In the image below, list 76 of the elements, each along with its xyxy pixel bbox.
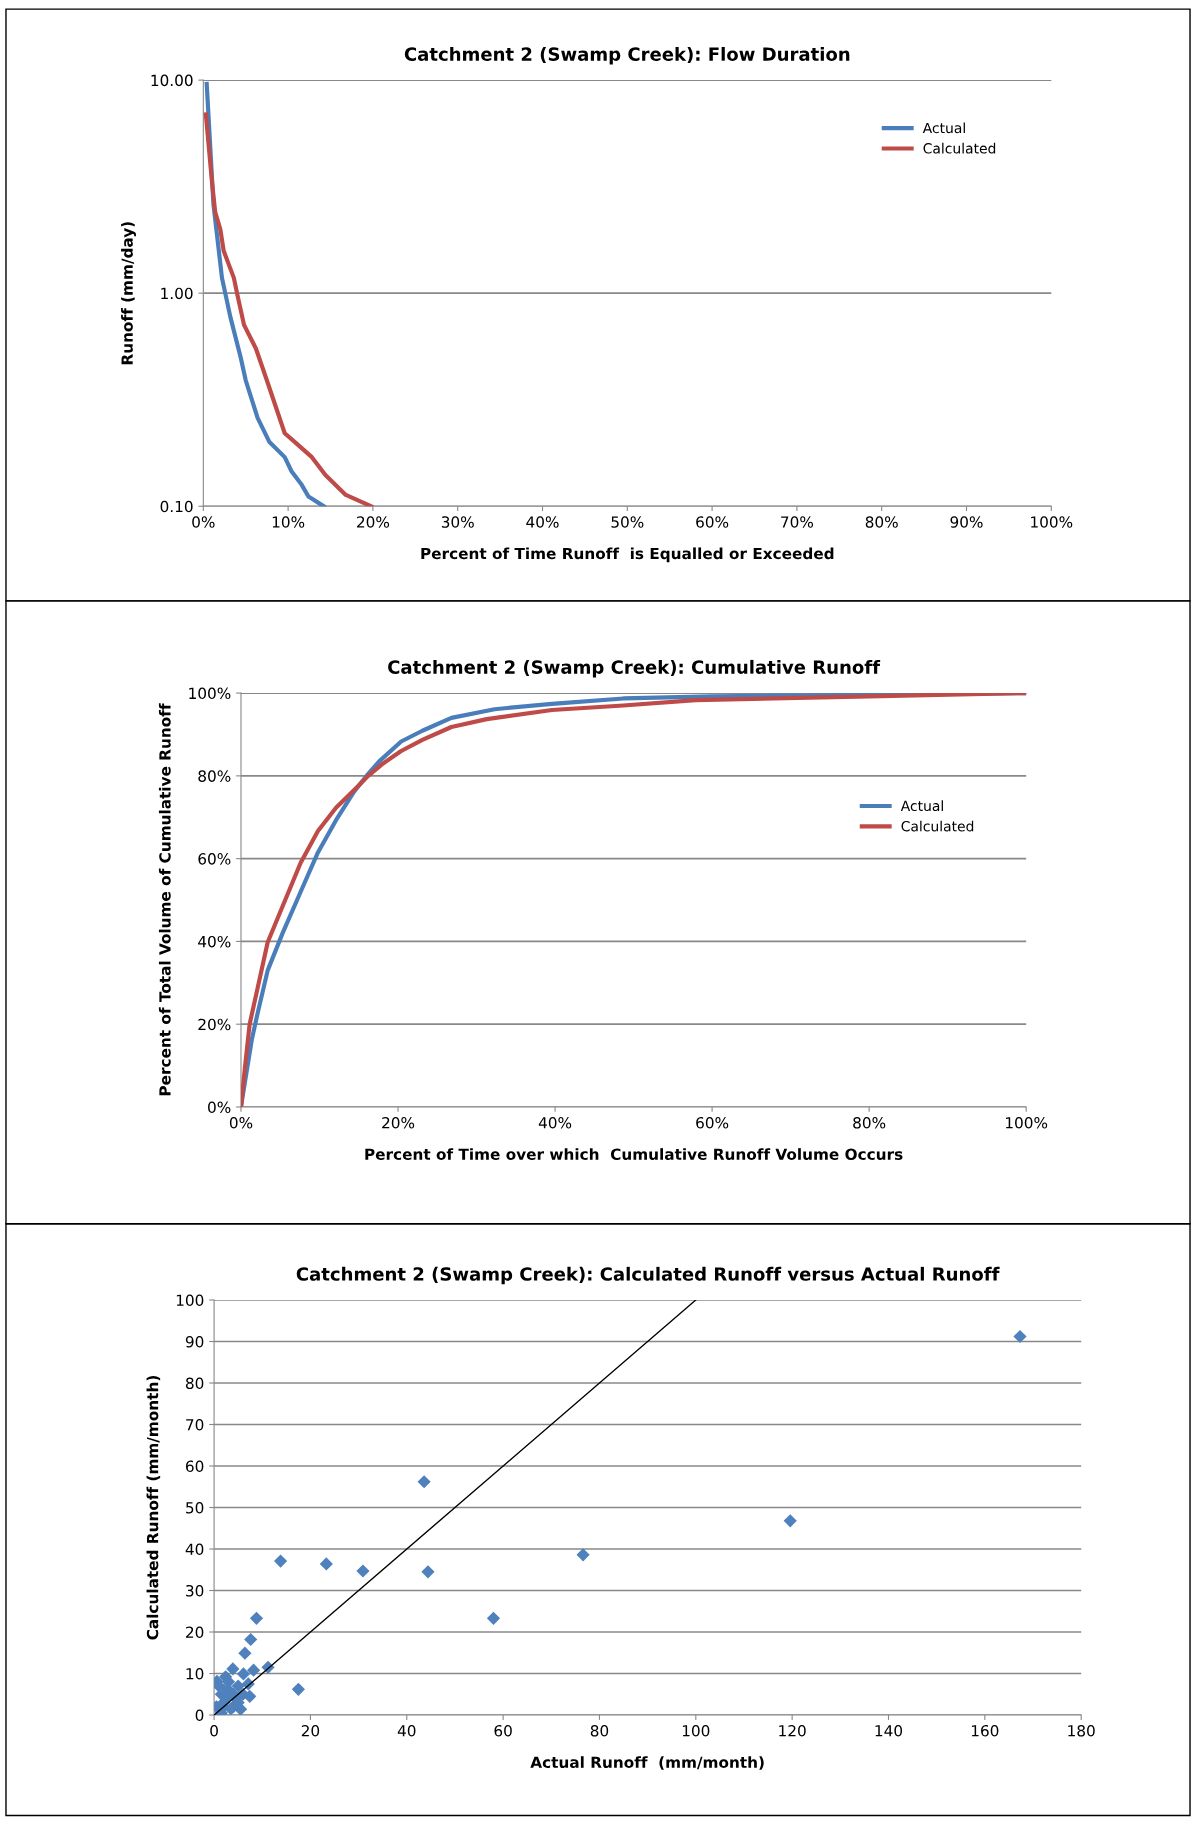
y-axis-title: Calculated Runoff (mm/month) (146, 1376, 161, 1640)
chart-title: Catchment 2 (Swamp Creek): Cumulative Runoff (388, 659, 881, 678)
y-tick-label: 80 (185, 1377, 204, 1390)
x-tick-label: 80% (865, 516, 898, 528)
y-axis-title: Runoff (mm/day) (121, 222, 136, 365)
point (319, 1557, 333, 1571)
x-tick-label: 60% (696, 1116, 729, 1129)
point (417, 1475, 431, 1489)
point (231, 1679, 245, 1693)
x-tick-label: 140 (875, 1725, 903, 1737)
x-tick-label: 120 (779, 1725, 806, 1737)
x-tick-label: 40% (538, 1116, 572, 1129)
x-tick-label: 90% (950, 516, 983, 528)
line-series (203, 112, 374, 507)
point (1013, 1329, 1027, 1344)
x-tick-label: 40 (397, 1725, 416, 1737)
chart-title: Catchment 2 (Swamp Creek): Calculated Runoff versus Actual Runoff (296, 1266, 1000, 1285)
point (226, 1662, 240, 1676)
x-tick-label: 30% (441, 516, 474, 528)
x-tick-label: 50% (611, 516, 644, 528)
x-tick-label: 100% (1031, 516, 1073, 528)
x-tick-label: 100 (682, 1725, 710, 1737)
y-tick-label: 10.00 (151, 74, 193, 87)
x-tick-label: 80% (853, 1116, 886, 1129)
point (236, 1667, 251, 1681)
x-axis-title: Percent of Time Runoff is Equalled or Exceeded (421, 547, 834, 563)
y-tick-label: 40% (198, 935, 231, 948)
y-tick-label: 0.10 (160, 500, 193, 513)
y-tick-label: 0% (208, 1101, 231, 1114)
point (244, 1632, 258, 1647)
point (238, 1646, 252, 1660)
x-tick-label: 70% (781, 516, 814, 528)
x-tick-label: 160 (971, 1725, 999, 1737)
y-tick-label: 50 (186, 1501, 204, 1514)
y-tick-label: 30 (186, 1584, 204, 1597)
x-tick-label: 20 (301, 1725, 320, 1737)
legend-label: Calculated (901, 820, 974, 832)
point (273, 1554, 288, 1568)
legend-label: Actual (900, 800, 943, 812)
y-tick-label: 20 (186, 1626, 204, 1639)
y-tick-label: 20% (198, 1018, 231, 1031)
point (356, 1564, 370, 1578)
x-tick-label: 40% (526, 516, 559, 528)
point (576, 1548, 590, 1562)
point (421, 1565, 435, 1579)
y-tick-label: 1.00 (161, 287, 193, 300)
x-tick-label: 10% (272, 516, 305, 528)
x-tick-label: 100% (1006, 1116, 1048, 1129)
x-tick-label: 80 (590, 1725, 609, 1737)
y-tick-label: 80% (198, 770, 231, 782)
x-tick-label: 0% (229, 1116, 253, 1129)
y-axis-title: Percent of Total Volume of Cumulative Runoff (158, 703, 171, 1096)
x-tick-label: 60% (696, 516, 729, 528)
x-tick-label: 60 (494, 1725, 512, 1737)
y-tick-label: 0 (195, 1709, 204, 1722)
point (291, 1682, 305, 1696)
y-tick-label: 60% (198, 853, 231, 865)
y-tick-label: 10 (186, 1667, 204, 1680)
y-tick-label: 40 (185, 1543, 204, 1556)
x-axis-title: Percent of Time over which Cumulative Runoff Volume Occurs (365, 1148, 903, 1160)
point (783, 1514, 797, 1528)
y-tick-label: 70 (186, 1418, 204, 1431)
y-tick-label: 60 (185, 1460, 204, 1473)
y-tick-label: 100% (189, 687, 231, 700)
x-tick-label: 180 (1068, 1725, 1095, 1737)
y-tick-label: 90 (185, 1335, 204, 1348)
point (249, 1611, 264, 1625)
y-tick-label: 100 (176, 1294, 204, 1307)
x-axis-title: Actual Runoff (mm/month) (530, 1756, 764, 1770)
x-tick-label: 20% (357, 516, 390, 528)
point (486, 1611, 501, 1625)
legend-label: Actual (922, 122, 965, 134)
chart-title: Catchment 2 (Swamp Creek): Flow Duration (404, 46, 850, 65)
x-tick-label: 20% (382, 1116, 415, 1129)
legend-label: Calculated (923, 142, 996, 154)
point (247, 1663, 261, 1677)
